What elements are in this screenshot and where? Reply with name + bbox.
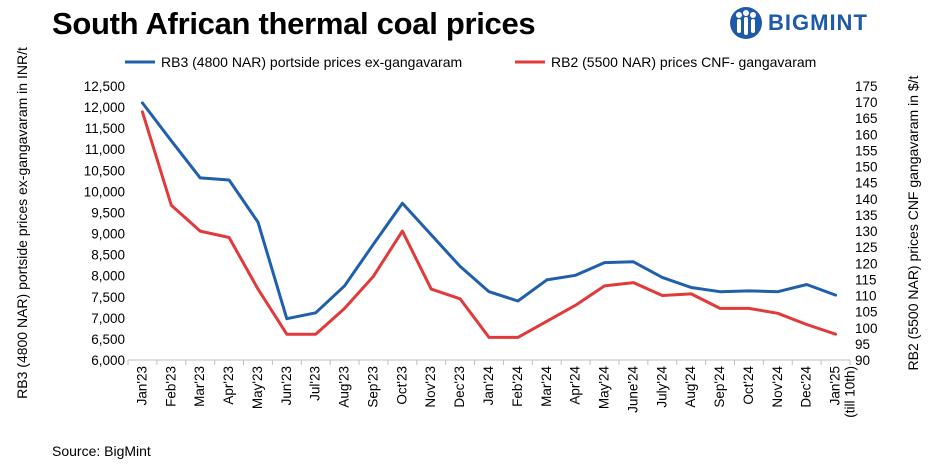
right-tick-label: 90 xyxy=(855,353,870,368)
left-tick-label: 6,000 xyxy=(91,353,125,368)
x-tick-label: Sep'23 xyxy=(365,366,380,408)
right-tick-label: 100 xyxy=(855,321,878,336)
x-tick-label: Nov'24 xyxy=(770,366,785,408)
x-axis-ticks: Jan'23 Feb'23 Mar'23 Apr'23 May'23 Jun'23 Jul'… xyxy=(127,360,858,418)
right-tick-label: 135 xyxy=(855,208,878,223)
x-tick-label: May'23 xyxy=(250,366,265,409)
source-note: Source: BigMint xyxy=(52,443,151,459)
x-tick-label: Feb'23 xyxy=(163,366,178,407)
x-tick-label: Jan'23 xyxy=(134,366,149,405)
right-axis-title: RB2 (5500 NAR) prices CNF gangavaram in … xyxy=(905,75,921,370)
right-tick-label: 130 xyxy=(855,224,878,239)
left-tick-label: 10,000 xyxy=(84,184,125,199)
x-tick-label: July'24 xyxy=(654,366,669,408)
x-tick-label: Mar'24 xyxy=(539,366,554,407)
left-tick-label: 7,000 xyxy=(91,311,125,326)
x-tick-label: Dec'23 xyxy=(452,366,467,408)
x-tick-label: Aug'23 xyxy=(337,366,352,408)
x-tick-label: Mar'23 xyxy=(192,366,207,407)
brand-name: BIGMINT xyxy=(768,10,868,35)
right-tick-label: 95 xyxy=(855,337,870,352)
legend-label: RB2 (5500 NAR) prices CNF- gangavaram xyxy=(551,54,816,70)
x-tick-label-cont: (till 10th) xyxy=(843,366,858,418)
left-tick-label: 11,500 xyxy=(85,121,125,136)
left-tick-label: 8,500 xyxy=(91,248,125,263)
axis-titles: RB3 (4800 NAR) portside prices ex-gangav… xyxy=(14,47,921,399)
x-tick-label: Sep'24 xyxy=(712,366,727,408)
right-tick-label: 160 xyxy=(855,127,878,142)
right-tick-label: 170 xyxy=(855,95,878,110)
left-tick-label: 8,000 xyxy=(91,269,125,284)
left-tick-label: 10,500 xyxy=(84,163,125,178)
rb3-series-line xyxy=(140,101,838,321)
left-tick-label: 9,000 xyxy=(91,227,125,242)
bigmint-people-logo-icon xyxy=(730,7,762,39)
right-tick-label: 140 xyxy=(855,192,878,207)
right-tick-label: 150 xyxy=(855,160,878,175)
right-tick-label: 120 xyxy=(855,256,878,271)
right-tick-label: 145 xyxy=(855,176,878,191)
left-tick-label: 12,000 xyxy=(84,100,125,115)
x-tick-label: Aug'24 xyxy=(683,366,698,408)
legend-label: RB3 (4800 NAR) portside prices ex-gangav… xyxy=(161,54,462,70)
rb2-series-line xyxy=(140,110,838,339)
x-tick-label: Nov'23 xyxy=(423,366,438,408)
x-tick-label: June'24 xyxy=(625,366,640,413)
right-tick-label: 155 xyxy=(855,143,878,158)
x-tick-label: Jul'23 xyxy=(308,366,323,401)
left-tick-label: 6,500 xyxy=(91,332,125,347)
right-tick-label: 105 xyxy=(855,305,878,320)
left-tick-label: 11,000 xyxy=(85,142,125,157)
x-tick-label: Jan'25 xyxy=(828,366,843,405)
left-axis-title: RB3 (4800 NAR) portside prices ex-gangav… xyxy=(14,47,30,399)
brand-logo: BIGMINT xyxy=(730,6,868,40)
series-lines xyxy=(140,101,838,339)
x-tick-label: Oct'24 xyxy=(741,366,756,405)
x-tick-label: Jan'24 xyxy=(481,366,496,406)
x-tick-label: Oct'23 xyxy=(394,366,409,405)
x-tick-label: Apr'23 xyxy=(221,366,236,405)
right-tick-label: 165 xyxy=(855,111,878,126)
right-tick-label: 110 xyxy=(855,289,877,304)
page-title: South African thermal coal prices xyxy=(52,6,536,41)
right-tick-label: 125 xyxy=(855,240,878,255)
left-axis-ticks: 6,000 6,500 7,000 7,500 8,000 8,500 9,000 9,500… xyxy=(84,79,125,368)
x-tick-label: Apr'24 xyxy=(568,366,583,405)
x-tick-label: May'24 xyxy=(597,366,612,410)
x-tick-label: Jun'23 xyxy=(279,366,294,405)
x-tick-label: Feb'24 xyxy=(510,366,525,407)
right-tick-label: 115 xyxy=(855,272,877,287)
left-tick-label: 9,500 xyxy=(91,205,125,220)
right-tick-label: 175 xyxy=(855,79,878,94)
left-tick-label: 7,500 xyxy=(91,290,125,305)
chart-legend: RB3 (4800 NAR) portside prices ex-gangav… xyxy=(125,54,816,70)
x-tick-label: Dec'24 xyxy=(799,366,814,408)
left-tick-label: 12,500 xyxy=(84,79,125,94)
